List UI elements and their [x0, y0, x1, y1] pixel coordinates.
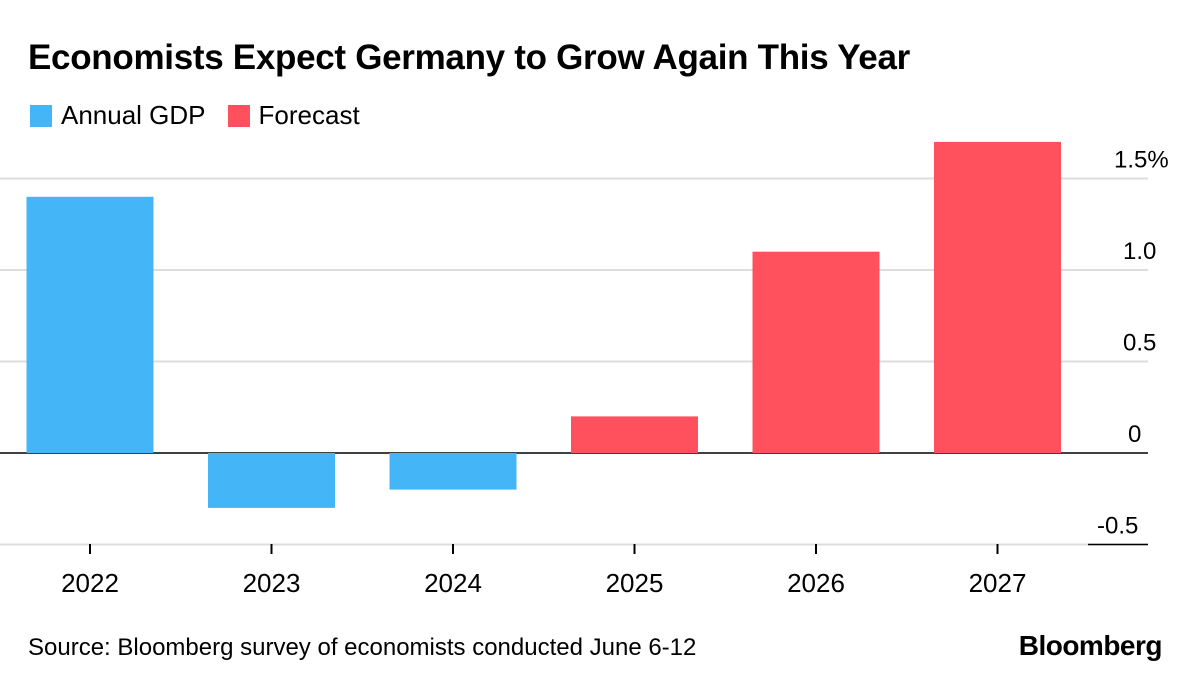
- chart-title: Economists Expect Germany to Grow Again …: [28, 38, 910, 77]
- bar-annual-gdp-2023: [208, 453, 335, 508]
- x-tick-label: 2024: [424, 568, 482, 598]
- x-tick-label: 2022: [61, 568, 119, 598]
- bar-forecast-2025: [571, 416, 698, 453]
- legend-item-forecast: Forecast: [227, 100, 360, 131]
- legend-label-annual-gdp: Annual GDP: [61, 100, 206, 130]
- legend: Annual GDP Forecast: [30, 100, 382, 131]
- x-tick-label: 2023: [243, 568, 301, 598]
- x-tick-label: 2027: [969, 568, 1027, 598]
- legend-label-forecast: Forecast: [258, 100, 360, 130]
- bar-forecast-2027: [934, 141, 1061, 453]
- bar-annual-gdp-2024: [389, 453, 517, 490]
- y-tick-label: 0.5: [1123, 330, 1156, 357]
- y-tick-label: 1.0: [1123, 238, 1156, 265]
- legend-item-annual-gdp: Annual GDP: [30, 100, 206, 131]
- x-tick-label: 2025: [606, 568, 664, 598]
- legend-swatch-annual-gdp: [30, 104, 52, 127]
- legend-swatch-forecast: [227, 104, 250, 127]
- y-tick-label: 1.5%: [1114, 147, 1169, 174]
- y-tick-label: 0: [1128, 421, 1141, 448]
- bar-forecast-2026: [752, 251, 880, 453]
- bloomberg-logo: Bloomberg: [1018, 630, 1163, 661]
- x-tick-label: 2026: [787, 568, 845, 598]
- source-note: Source: Bloomberg survey of economists c…: [28, 634, 697, 661]
- y-tick-label: -0.5: [1097, 513, 1138, 540]
- bar-annual-gdp-2022: [26, 196, 154, 454]
